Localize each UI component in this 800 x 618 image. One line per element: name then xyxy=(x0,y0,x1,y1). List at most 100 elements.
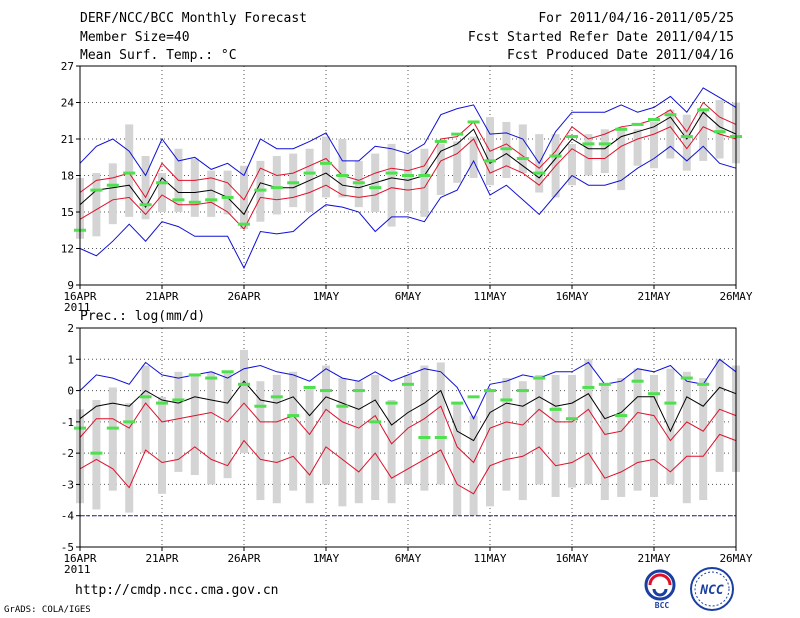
temp-observation xyxy=(320,161,332,165)
precip-spread-box xyxy=(141,365,150,454)
temp-observation xyxy=(549,154,562,158)
ncc-logo-text: NCC xyxy=(699,583,724,598)
precip-line-sigma-upper xyxy=(79,402,737,464)
temp-spread-box xyxy=(699,109,708,161)
temp-xtick-label: 16MAY xyxy=(555,290,588,303)
precip-spread-box xyxy=(699,378,708,501)
temp-ytick-label: 18 xyxy=(61,170,74,183)
forecast-period: For 2011/04/16-2011/05/25 xyxy=(538,11,734,26)
precip-spread-box xyxy=(223,371,232,479)
chart-title: DERF/NCC/BCC Monthly Forecast xyxy=(80,11,307,26)
variable-label: Mean Surf. Temp.: °C xyxy=(80,48,237,63)
temp-observation xyxy=(418,174,431,177)
temp-observation xyxy=(680,135,693,139)
precip-spread-box xyxy=(174,371,183,472)
precip-xtick-label: 21MAY xyxy=(637,552,670,565)
temp-observation xyxy=(221,195,234,199)
precip-label: Prec.: log(mm/d) xyxy=(80,309,206,324)
temp-observation xyxy=(352,181,365,185)
precip-spread-box xyxy=(518,381,527,501)
temp-observation xyxy=(615,127,628,131)
temp-spread-box xyxy=(158,173,166,212)
temp-observation xyxy=(500,147,513,151)
precip-observation xyxy=(139,395,152,399)
temp-ytick-label: 15 xyxy=(61,206,74,219)
precip-observation xyxy=(303,385,316,389)
source-url[interactable]: http://cmdp.ncc.cma.gov.cn xyxy=(75,583,279,598)
precip-spread-box xyxy=(207,371,216,485)
member-size-label: Member Size=40 xyxy=(80,30,190,45)
precip-observation xyxy=(533,376,546,380)
temp-observation xyxy=(106,183,119,187)
precip-observation xyxy=(402,382,414,386)
precip-line-ensemble-mean xyxy=(79,380,737,442)
precip-xtick-label: 16APR xyxy=(63,552,96,565)
temp-spread-box xyxy=(240,165,248,230)
temp-observation xyxy=(631,122,644,126)
precip-observation xyxy=(188,373,201,377)
temp-xtick-label: 21MAY xyxy=(637,290,670,303)
precip-spread-box xyxy=(453,403,462,516)
temp-observation xyxy=(434,139,447,143)
precip-observation xyxy=(664,401,677,405)
precip-observation xyxy=(254,404,267,408)
temp-spread-box xyxy=(715,100,724,159)
temp-spread-box xyxy=(92,173,101,237)
precip-xtick-label: 11MAY xyxy=(473,552,506,565)
temp-ytick-label: 9 xyxy=(67,279,74,292)
temp-observation xyxy=(287,181,300,185)
temp-spread-box xyxy=(469,136,478,178)
precip-spread-box xyxy=(682,371,691,504)
temp-xtick-year: 2011 xyxy=(64,301,91,314)
temp-observation xyxy=(664,113,677,117)
precip-observation xyxy=(336,404,349,408)
grads-credit: GrADS: COLA/IGES xyxy=(4,605,91,615)
temp-spread-box xyxy=(190,158,199,217)
temp-spread-box xyxy=(584,134,593,176)
temp-observation xyxy=(582,142,595,146)
temp-observation xyxy=(697,108,710,112)
temp-line-ensemble-max xyxy=(79,87,737,177)
precip-observation xyxy=(598,382,611,386)
precip-observation xyxy=(631,379,644,383)
precip-spread-box xyxy=(666,368,675,485)
precip-observation xyxy=(156,401,168,405)
precip-spread-box xyxy=(158,396,166,494)
precip-ytick-label: -4 xyxy=(61,510,75,523)
precip-spread-box xyxy=(436,362,445,485)
temp-xtick-label: 11MAY xyxy=(473,290,506,303)
temp-ytick-label: 27 xyxy=(61,60,74,73)
temp-spread-box xyxy=(600,129,609,174)
precip-xtick-label: 6MAY xyxy=(395,552,422,565)
precip-xtick-label: 26MAY xyxy=(719,552,752,565)
precip-spread-box xyxy=(387,399,396,504)
precip-observation xyxy=(451,401,464,405)
precip-spread-box xyxy=(584,359,593,485)
temp-spread-box xyxy=(633,129,642,166)
temp-spread-box xyxy=(617,126,626,191)
precip-observation xyxy=(434,436,447,439)
precip-observation xyxy=(352,389,365,393)
temp-observation xyxy=(205,198,218,202)
precip-observation xyxy=(566,417,578,421)
temp-spread-box xyxy=(666,109,675,159)
precip-spread-box xyxy=(322,365,330,485)
temp-spread-box xyxy=(338,139,347,198)
precip-spread-box xyxy=(371,374,380,501)
precip-observation xyxy=(648,392,660,396)
temp-spread-box xyxy=(518,124,527,174)
precip-xtick-label: 16MAY xyxy=(555,552,588,565)
precip-observation xyxy=(287,414,300,418)
precip-spread-box xyxy=(650,374,658,497)
temp-spread-box xyxy=(207,170,216,217)
temp-spread-box xyxy=(404,153,412,212)
temp-ytick-label: 21 xyxy=(61,133,74,146)
precip-spread-box xyxy=(256,381,265,501)
temp-observation xyxy=(238,222,250,226)
precip-line-sigma-lower xyxy=(79,433,737,495)
temp-observation xyxy=(516,156,529,160)
temp-observation xyxy=(598,142,611,146)
temp-spread-box xyxy=(682,114,691,171)
precip-xtick-label: 21APR xyxy=(145,552,178,565)
